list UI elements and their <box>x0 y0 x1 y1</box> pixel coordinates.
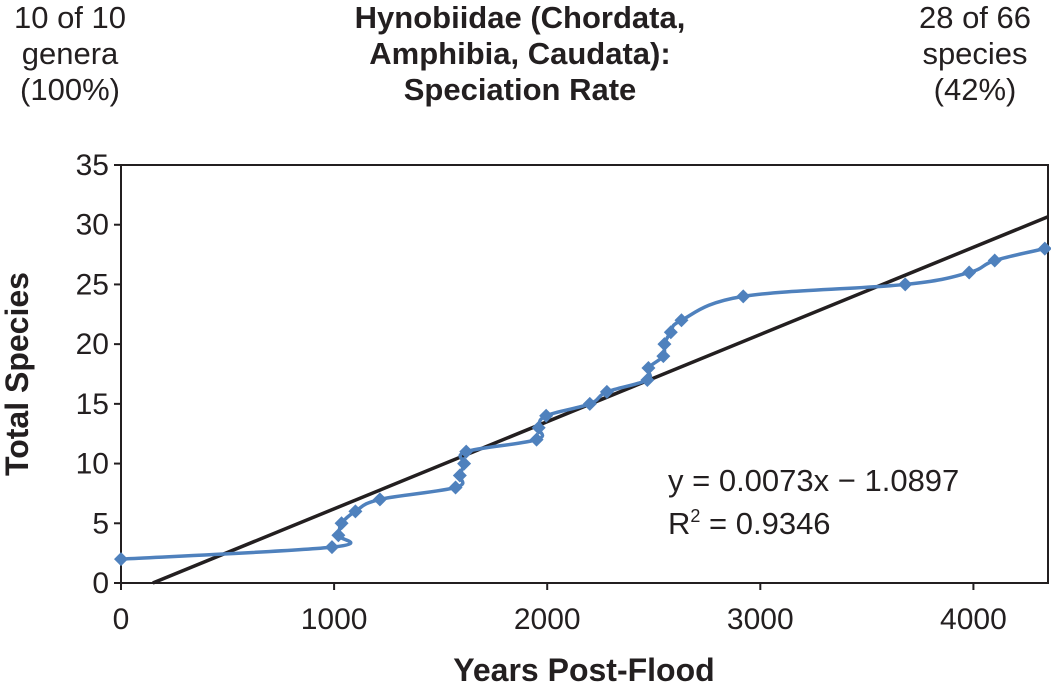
data-point-marker <box>372 492 387 507</box>
data-point-marker <box>448 480 463 495</box>
y-tick-label: 35 <box>76 149 109 182</box>
y-axis-title: Total Species <box>0 272 35 476</box>
data-point-marker <box>663 325 678 340</box>
species-percent-line: (42%) <box>933 72 1017 107</box>
data-point-marker <box>640 372 655 387</box>
genera-count-label: 10 of 10 genera (100%) <box>0 0 140 108</box>
data-point-marker <box>657 337 672 352</box>
x-tick-label: 2000 <box>514 603 581 636</box>
y-tick-label: 20 <box>76 328 109 361</box>
data-point-marker <box>898 277 913 292</box>
data-point-marker <box>331 528 346 543</box>
y-tick-label: 5 <box>92 507 109 540</box>
data-point-marker <box>656 349 671 364</box>
chart-title-line-1: Hynobiidae (Chordata, <box>354 0 686 35</box>
y-axis-ticks: 0 5 10 15 20 25 30 35 <box>76 149 121 600</box>
data-point-marker <box>459 444 474 459</box>
data-point-marker <box>539 408 554 423</box>
r-squared-value: = 0.9346 <box>700 506 830 541</box>
data-point-marker <box>324 540 339 555</box>
x-axis-ticks: 0 1000 2000 3000 4000 <box>113 583 1007 636</box>
species-word-line: species <box>922 36 1028 71</box>
data-point-marker <box>452 468 467 483</box>
genera-percent-line: (100%) <box>20 72 120 107</box>
series-markers <box>114 241 1051 567</box>
data-point-marker <box>457 456 472 471</box>
data-point-marker <box>531 420 546 435</box>
data-point-marker <box>599 384 614 399</box>
data-point-marker <box>674 313 689 328</box>
data-point-marker <box>582 396 597 411</box>
x-axis-title: Years Post-Flood <box>453 652 714 685</box>
chart-title: Hynobiidae (Chordata, Amphibia, Caudata)… <box>330 0 710 108</box>
x-tick-label: 4000 <box>940 603 1007 636</box>
x-tick-label: 1000 <box>301 603 368 636</box>
genera-word-line: genera <box>21 36 119 71</box>
data-point-marker <box>334 516 349 531</box>
y-tick-label: 15 <box>76 388 109 421</box>
r-squared-r: R <box>668 506 690 541</box>
x-tick-label: 3000 <box>727 603 794 636</box>
y-tick-label: 30 <box>76 209 109 242</box>
r-squared-label: R2 = 0.9346 <box>668 506 831 541</box>
y-tick-label: 10 <box>76 448 109 481</box>
species-count-label: 28 of 66 species (42%) <box>905 0 1045 108</box>
data-point-marker <box>1037 241 1051 256</box>
y-tick-label: 25 <box>76 268 109 301</box>
chart-title-line-2: Amphibia, Caudata): <box>369 36 671 71</box>
data-point-marker <box>114 552 128 567</box>
x-tick-label: 0 <box>113 603 130 636</box>
r-squared-exponent: 2 <box>690 506 700 526</box>
genera-count-line: 10 of 10 <box>13 0 127 35</box>
plot-area-frame <box>120 164 1049 584</box>
data-point-marker <box>736 289 751 304</box>
species-count-line: 28 of 66 <box>918 0 1032 35</box>
data-point-marker <box>962 265 977 280</box>
trendline-equation: y = 0.0073x − 1.0897 <box>668 463 959 498</box>
data-point-marker <box>641 361 656 376</box>
y-tick-label: 0 <box>92 567 109 600</box>
linear-trendline <box>152 215 1049 585</box>
data-point-marker <box>529 432 544 447</box>
data-point-marker <box>987 253 1002 268</box>
data-point-marker <box>348 504 363 519</box>
chart-title-line-3: Speciation Rate <box>403 72 637 107</box>
